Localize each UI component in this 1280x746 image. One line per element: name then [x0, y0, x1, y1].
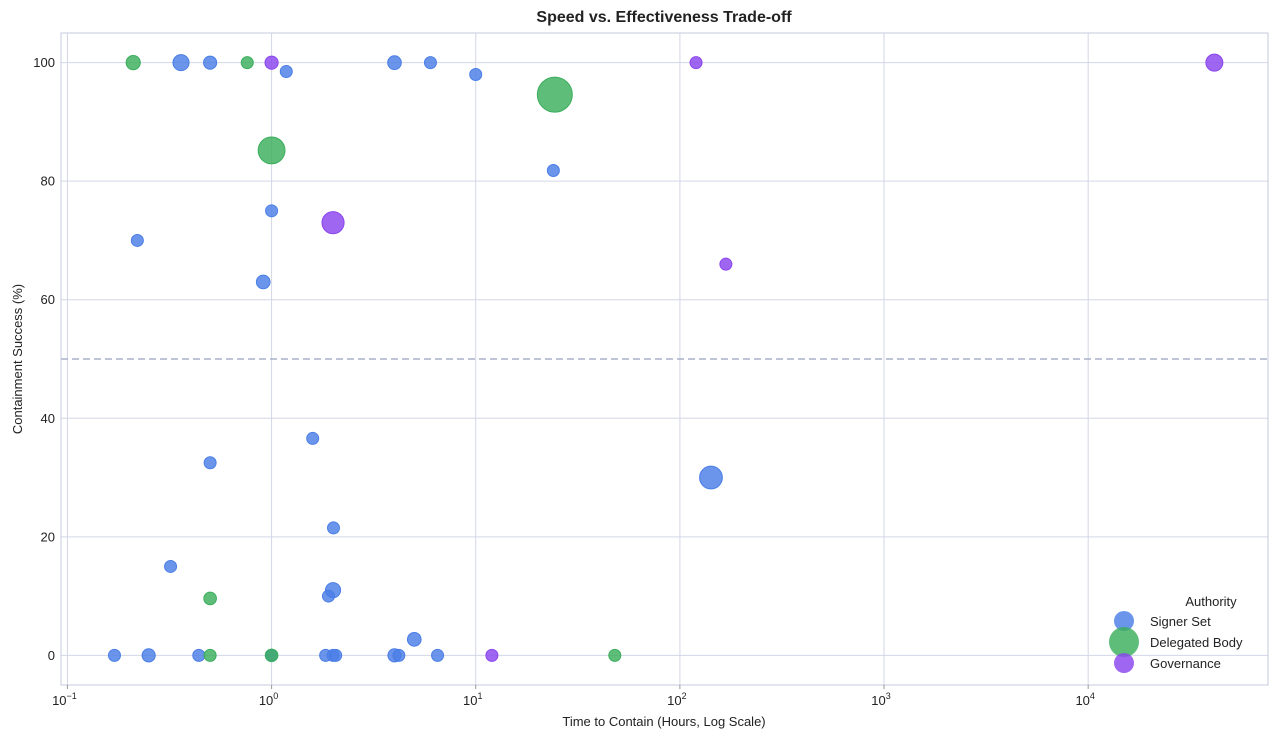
data-point-signer-set	[699, 465, 723, 490]
data-point-governance	[264, 55, 279, 70]
y-tick-labels: 0 20 40 60 80 100	[33, 55, 55, 663]
x-tick-labels: 10−1 100 101 102 103 104	[52, 685, 1095, 708]
data-point-delegated-body	[203, 648, 217, 662]
y-tick-label: 0	[48, 648, 55, 663]
data-point-signer-set	[130, 233, 144, 247]
data-point-signer-set	[329, 648, 343, 662]
data-point-signer-set	[321, 589, 335, 603]
data-point-signer-set	[306, 431, 320, 445]
y-tick-label: 100	[33, 55, 55, 70]
x-tick-label: 101	[463, 691, 482, 708]
legend: Authority Signer Set Delegated Body Govern…	[1109, 594, 1243, 673]
data-point-signer-set	[326, 521, 340, 535]
data-point-delegated-body	[125, 55, 141, 71]
y-tick-label: 20	[41, 529, 55, 544]
data-point-signer-set	[141, 648, 156, 663]
x-tick-label: 10−1	[52, 691, 77, 708]
data-point-signer-set	[255, 274, 271, 290]
data-point-delegated-body	[257, 136, 286, 165]
data-point-delegated-body	[264, 648, 279, 663]
legend-marker-delegated-body	[1109, 627, 1139, 657]
data-point-governance	[1205, 53, 1224, 72]
x-tick-label: 102	[667, 691, 686, 708]
data-point-governance	[321, 211, 345, 235]
data-point-delegated-body	[536, 76, 573, 113]
chart-title: Speed vs. Effectiveness Trade-off	[536, 9, 792, 26]
x-tick-label: 100	[259, 691, 278, 708]
y-tick-label: 80	[41, 174, 55, 189]
y-axis-label: Containment Success (%)	[10, 284, 25, 434]
legend-marker-signer-set	[1114, 611, 1134, 631]
data-point-signer-set	[423, 56, 437, 70]
data-point-signer-set	[172, 54, 190, 72]
data-point-signer-set	[469, 67, 483, 81]
y-tick-label: 60	[41, 292, 55, 307]
data-point-governance	[719, 257, 733, 271]
data-point-signer-set	[546, 164, 560, 178]
data-point-signer-set	[406, 632, 422, 647]
x-tick-label: 104	[1075, 691, 1094, 708]
legend-title: Authority	[1185, 594, 1237, 609]
legend-label: Governance	[1150, 656, 1221, 671]
data-point-signer-set	[279, 65, 293, 79]
legend-marker-governance	[1114, 653, 1134, 673]
data-point-signer-set	[107, 648, 121, 662]
data-point-signer-set	[192, 648, 206, 662]
data-point-signer-set	[164, 559, 178, 573]
data-point-signer-set	[203, 55, 218, 70]
legend-label: Delegated Body	[1150, 635, 1243, 650]
x-axis-label: Time to Contain (Hours, Log Scale)	[562, 714, 765, 729]
plot-frame	[60, 32, 1269, 686]
data-point-signer-set	[392, 648, 406, 662]
data-point-delegated-body	[240, 56, 254, 70]
y-tick-label: 40	[41, 411, 55, 426]
data-points	[107, 53, 1224, 663]
legend-label: Signer Set	[1150, 614, 1211, 629]
data-point-signer-set	[387, 55, 402, 70]
data-point-signer-set	[265, 204, 279, 218]
data-point-governance	[485, 648, 499, 662]
data-point-signer-set	[431, 648, 445, 662]
data-point-delegated-body	[203, 591, 217, 606]
data-point-delegated-body	[608, 648, 622, 662]
data-point-signer-set	[203, 456, 217, 470]
x-tick-label: 103	[871, 691, 890, 708]
data-point-governance	[689, 56, 703, 70]
